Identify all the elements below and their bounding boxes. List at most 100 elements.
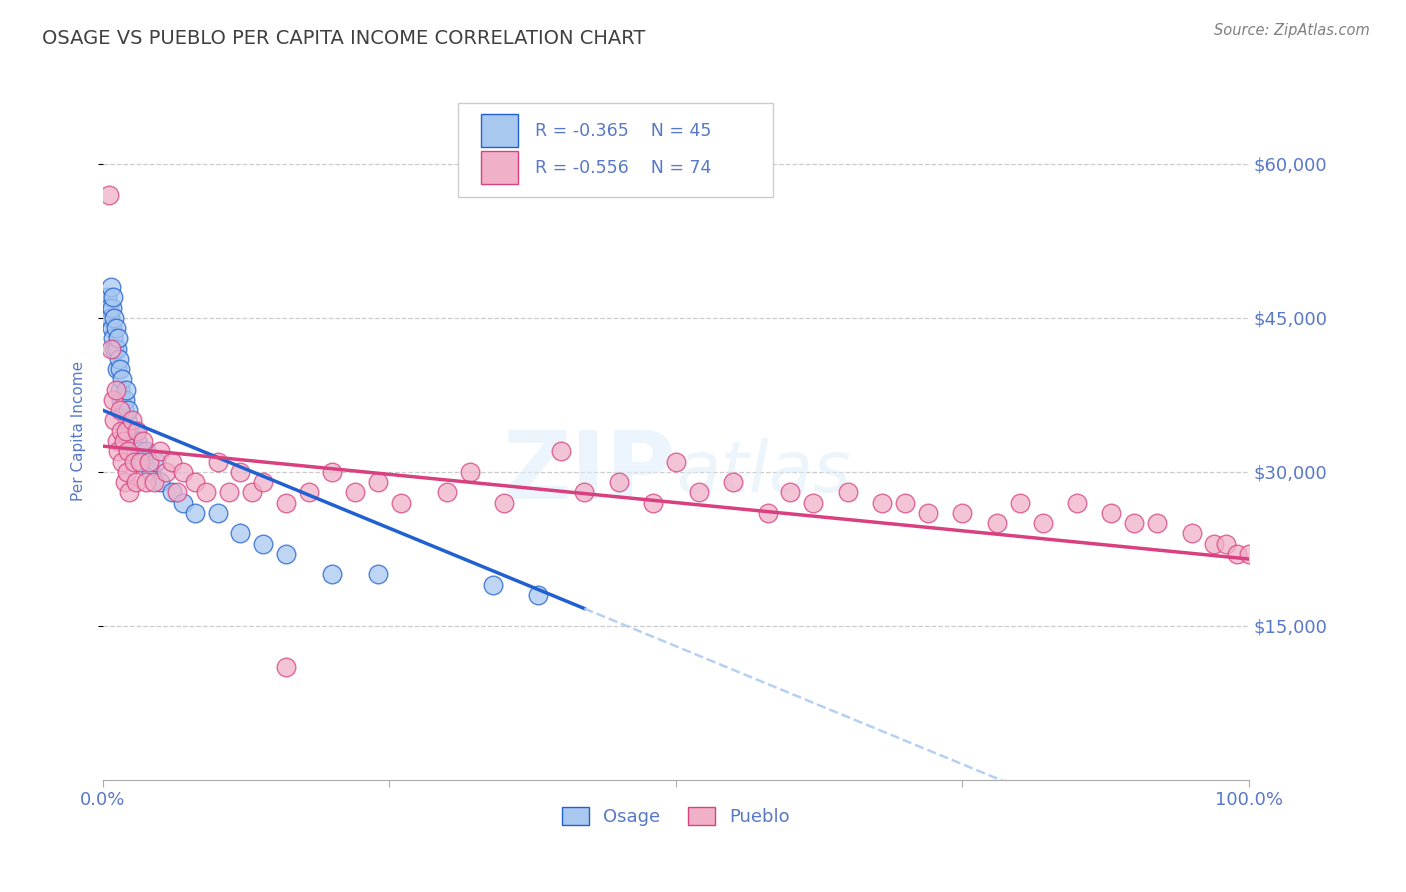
Point bbox=[108, 383, 131, 397]
Point bbox=[145, 454, 167, 468]
Point bbox=[837, 485, 859, 500]
Point bbox=[240, 485, 263, 500]
Point bbox=[894, 495, 917, 509]
Point bbox=[135, 444, 157, 458]
Point bbox=[103, 413, 125, 427]
Point bbox=[779, 485, 801, 500]
Point bbox=[436, 485, 458, 500]
Point bbox=[641, 495, 664, 509]
Point bbox=[1215, 536, 1237, 550]
Point bbox=[110, 424, 132, 438]
Point bbox=[183, 475, 205, 489]
Point bbox=[114, 392, 136, 407]
Point bbox=[111, 454, 134, 468]
Point bbox=[721, 475, 744, 489]
Point bbox=[132, 454, 155, 468]
Point bbox=[367, 475, 389, 489]
Point bbox=[276, 495, 298, 509]
Point bbox=[155, 465, 177, 479]
Point bbox=[160, 485, 183, 500]
Point bbox=[1008, 495, 1031, 509]
Point bbox=[688, 485, 710, 500]
Point bbox=[166, 485, 188, 500]
Point bbox=[1099, 506, 1122, 520]
Point bbox=[121, 413, 143, 427]
Point bbox=[128, 444, 150, 458]
Point bbox=[108, 362, 131, 376]
Point bbox=[229, 526, 252, 541]
Point bbox=[756, 506, 779, 520]
FancyBboxPatch shape bbox=[481, 151, 517, 185]
Point bbox=[138, 454, 160, 468]
Point bbox=[120, 424, 142, 438]
Point bbox=[950, 506, 973, 520]
Point bbox=[112, 434, 135, 448]
Point bbox=[172, 465, 194, 479]
Point bbox=[574, 485, 596, 500]
Point bbox=[101, 301, 124, 315]
Point bbox=[207, 454, 229, 468]
Point bbox=[276, 659, 298, 673]
Text: R = -0.556    N = 74: R = -0.556 N = 74 bbox=[534, 159, 711, 177]
Point bbox=[127, 424, 149, 438]
Point bbox=[870, 495, 893, 509]
Point bbox=[276, 547, 298, 561]
Point bbox=[105, 362, 128, 376]
Text: Source: ZipAtlas.com: Source: ZipAtlas.com bbox=[1213, 23, 1369, 38]
Point bbox=[917, 506, 939, 520]
Point bbox=[117, 444, 139, 458]
Point bbox=[1032, 516, 1054, 530]
Point bbox=[321, 465, 343, 479]
Text: atlas: atlas bbox=[676, 438, 851, 508]
Point bbox=[1146, 516, 1168, 530]
Point bbox=[112, 403, 135, 417]
Point bbox=[122, 454, 145, 468]
Point bbox=[114, 383, 136, 397]
Point bbox=[132, 434, 155, 448]
Point bbox=[124, 424, 146, 438]
Point bbox=[97, 301, 120, 315]
Point bbox=[1066, 495, 1088, 509]
Point bbox=[107, 331, 129, 345]
Point bbox=[367, 567, 389, 582]
Point bbox=[104, 321, 127, 335]
Point bbox=[103, 392, 125, 407]
Point bbox=[550, 444, 572, 458]
Point bbox=[96, 290, 118, 304]
Text: R = -0.365    N = 45: R = -0.365 N = 45 bbox=[534, 121, 711, 140]
FancyBboxPatch shape bbox=[458, 103, 773, 197]
Point bbox=[118, 485, 141, 500]
Point bbox=[103, 331, 125, 345]
Point bbox=[321, 567, 343, 582]
Point bbox=[139, 465, 162, 479]
Point bbox=[97, 187, 120, 202]
Point bbox=[121, 434, 143, 448]
Point bbox=[114, 424, 136, 438]
Legend: Osage, Pueblo: Osage, Pueblo bbox=[555, 799, 797, 833]
Point bbox=[1226, 547, 1249, 561]
Point bbox=[108, 403, 131, 417]
Y-axis label: Per Capita Income: Per Capita Income bbox=[72, 360, 86, 500]
Point bbox=[105, 434, 128, 448]
Text: ZIP: ZIP bbox=[503, 426, 676, 518]
Point bbox=[110, 392, 132, 407]
Point bbox=[1123, 516, 1146, 530]
Point bbox=[117, 403, 139, 417]
Point bbox=[207, 506, 229, 520]
Point bbox=[803, 495, 825, 509]
Point bbox=[115, 465, 138, 479]
Point bbox=[986, 516, 1008, 530]
Point bbox=[111, 372, 134, 386]
Point bbox=[143, 475, 166, 489]
Point bbox=[218, 485, 240, 500]
Point bbox=[527, 588, 550, 602]
Point bbox=[100, 280, 122, 294]
Point bbox=[100, 342, 122, 356]
Point bbox=[149, 444, 172, 458]
Point bbox=[252, 475, 274, 489]
Point bbox=[298, 485, 321, 500]
Point bbox=[172, 495, 194, 509]
Point bbox=[149, 475, 172, 489]
Point bbox=[344, 485, 367, 500]
Point bbox=[252, 536, 274, 550]
